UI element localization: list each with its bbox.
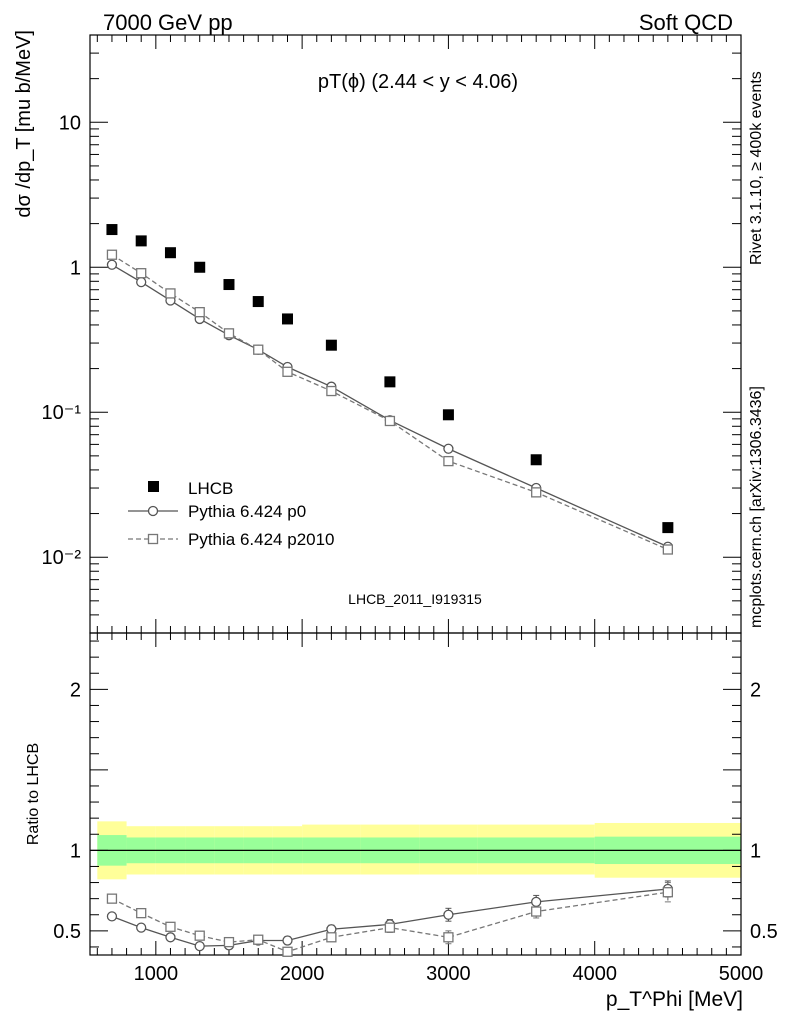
- ratio-y-axis-label: Ratio to LHCB: [25, 743, 42, 845]
- ratio-plot: 1000 2000 3000 4000 5000 0.5 0.5 1 1 2 2 Ratio to L…: [25, 632, 778, 1011]
- x-axis-label: p_T^Phi [MeV]: [606, 988, 743, 1011]
- main-y-tick-label: 10: [59, 112, 81, 134]
- ratio-p2010-point: [662, 887, 674, 898]
- x-tick-label: 3000: [426, 963, 471, 985]
- p2010-point: [136, 268, 147, 279]
- ratio-p0-point: [165, 932, 176, 943]
- ratio-p2010-point: [384, 922, 396, 933]
- main-y-tick-label: 10⁻²: [42, 547, 82, 569]
- main-y-tick-label: 10⁻¹: [42, 402, 82, 424]
- lhcb-point: [194, 261, 206, 273]
- rivet-label: Rivet 3.1.10, ≥ 400k events: [748, 71, 765, 265]
- x-tick-label: 1000: [134, 963, 179, 985]
- lhcb-point: [325, 339, 337, 351]
- p2010-point: [194, 307, 205, 318]
- p2010-point: [443, 455, 454, 467]
- ratio-y-tick-label-left: 1: [70, 840, 81, 862]
- main-title: pT(ϕ) (2.44 < y < 4.06): [318, 71, 518, 93]
- ratio-p2010-point: [282, 946, 293, 957]
- ratio-p2010-point: [326, 932, 337, 943]
- ratio-frame: [89, 632, 742, 956]
- lhcb-point: [106, 224, 118, 236]
- lhcb-point: [281, 313, 293, 325]
- ratio-p0-point: [282, 935, 293, 946]
- ratio-p2010-point: [531, 906, 542, 917]
- mcplots-label: mcplots.cern.ch [arXiv:1306.3436]: [748, 386, 765, 628]
- p0-point: [106, 259, 118, 270]
- ratio-y-tick-label-right: 0.5: [750, 921, 778, 943]
- p0-point: [136, 276, 147, 288]
- ratio-p2010-point: [106, 893, 118, 904]
- ratio-p0-point: [531, 896, 542, 908]
- lhcb-point: [252, 296, 264, 308]
- ratio-p2010-point: [136, 907, 147, 919]
- p2010-point: [384, 415, 396, 427]
- legend-lhcb-label: LHCB: [188, 479, 233, 498]
- ratio-p2010-point: [223, 936, 235, 948]
- header-left: 7000 GeV pp: [103, 10, 233, 35]
- p2010-point: [165, 288, 176, 299]
- lhcb-point: [223, 279, 235, 291]
- ratio-p2010-point: [443, 932, 454, 943]
- lhcb-point: [662, 522, 674, 534]
- p0-point: [443, 443, 454, 454]
- x-tick-label: 4000: [572, 963, 617, 985]
- ratio-p2010-point: [165, 921, 176, 932]
- p2010-point: [531, 487, 542, 498]
- p2010-point: [326, 385, 337, 397]
- lhcb-point: [135, 235, 147, 247]
- legend-p2010-label: Pythia 6.424 p2010: [188, 530, 335, 549]
- p2010-point: [282, 366, 293, 377]
- legend-lhcb-marker: [148, 481, 159, 492]
- x-tick-label: 2000: [280, 963, 325, 985]
- p2010-point: [106, 249, 118, 260]
- lhcb-point: [384, 376, 396, 388]
- ratio-y-tick-label-left: 0.5: [53, 921, 81, 943]
- x-tick-label: 5000: [719, 963, 764, 985]
- ratio-y-tick-label-right: 2: [750, 679, 761, 701]
- p2010-point: [223, 328, 235, 339]
- lhcb-point: [164, 247, 176, 259]
- watermark: LHCB_2011_I919315: [348, 591, 482, 607]
- main-y-axis-label: dσ /dp_T [mu b/MeV]: [13, 30, 35, 218]
- legend-p0-marker: [147, 505, 159, 517]
- ratio-p0-point: [194, 940, 205, 952]
- main-y-tick-label: 1: [70, 257, 81, 279]
- p2010-point: [253, 344, 264, 355]
- legend-p0-label: Pythia 6.424 p0: [188, 502, 306, 521]
- main-plot: 10⁻² 10⁻¹ 1 10 dσ /dp_T [mu b/MeV] pT(ϕ) (2.4…: [13, 30, 742, 634]
- ratio-y-tick-label-right: 1: [750, 840, 761, 862]
- ratio-p2010-point: [253, 934, 264, 945]
- header-right: Soft QCD: [639, 10, 733, 35]
- ratio-y-tick-label-left: 2: [70, 679, 81, 701]
- ratio-p2010-point: [194, 930, 205, 941]
- lhcb-point: [442, 409, 454, 421]
- ratio-p0-point: [443, 909, 454, 920]
- legend-p2010-marker: [147, 533, 159, 545]
- p2010-point: [662, 544, 674, 555]
- lhcb-point: [530, 454, 542, 466]
- ratio-p0-point: [106, 911, 118, 922]
- ratio-p0-point: [136, 922, 147, 933]
